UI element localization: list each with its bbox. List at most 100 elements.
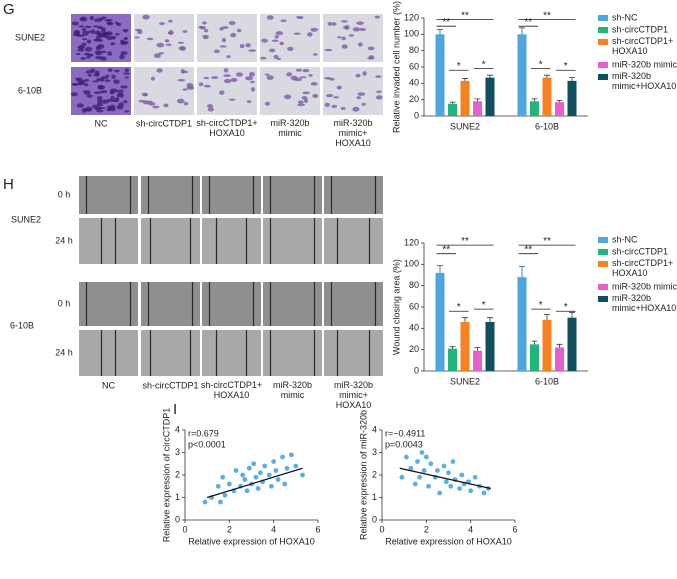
cell	[230, 77, 238, 82]
cell	[274, 35, 279, 39]
point	[446, 470, 451, 476]
cell	[116, 105, 124, 110]
fit-line	[399, 467, 491, 490]
cell	[113, 69, 120, 73]
cell	[337, 36, 342, 39]
cell	[331, 22, 337, 26]
legend-label: sh-circCTDP1	[612, 24, 668, 34]
column-label: NC	[95, 118, 108, 128]
cell	[82, 27, 87, 32]
cell	[105, 31, 113, 36]
micrograph	[263, 282, 322, 326]
y-tick-label: 20	[409, 94, 419, 104]
point	[441, 463, 447, 469]
cell	[177, 41, 185, 44]
cell	[340, 107, 346, 110]
x-tick-label: 6	[315, 524, 320, 534]
micrograph	[323, 67, 383, 115]
cell	[123, 37, 128, 41]
micrograph	[323, 14, 383, 62]
cell	[356, 21, 364, 25]
cell	[264, 101, 271, 106]
x-tick-label: 2	[227, 524, 232, 534]
y-tick-label: 60	[409, 61, 419, 71]
point	[472, 474, 478, 480]
bar	[517, 277, 527, 371]
cell	[148, 101, 156, 106]
cell	[142, 14, 150, 20]
error-bar	[531, 340, 538, 345]
y-tick-label: 3	[175, 447, 180, 457]
point	[450, 459, 456, 464]
error-bar	[449, 346, 456, 349]
point	[251, 461, 257, 467]
significance-label: *	[482, 300, 486, 311]
column-label: sh-circCTDP1	[136, 118, 192, 128]
significance-label: **	[461, 10, 469, 21]
significance-label: **	[442, 244, 450, 255]
significance-label: **	[543, 236, 551, 247]
significance-label: *	[539, 59, 543, 70]
cell	[341, 36, 346, 41]
column-label: miR-320b mimic+ HOXA10	[334, 380, 373, 410]
cell	[375, 75, 382, 78]
cell	[246, 100, 252, 104]
cell	[120, 85, 128, 89]
cell	[248, 49, 257, 52]
y-tick-label: 4	[372, 424, 377, 434]
point	[282, 481, 288, 487]
point	[269, 483, 274, 489]
cell	[159, 22, 165, 26]
legend-label: sh-NC	[612, 234, 638, 244]
stat-label: p=0.0043	[385, 439, 423, 449]
error-bar	[462, 78, 468, 81]
micrograph	[324, 330, 383, 376]
micrograph	[202, 330, 261, 376]
cell	[239, 44, 245, 49]
cell	[76, 48, 85, 52]
point	[246, 465, 252, 471]
point	[242, 477, 248, 482]
y-tick-label: 0	[372, 514, 377, 524]
cell	[368, 55, 375, 59]
cell	[100, 90, 108, 94]
cell	[295, 68, 302, 72]
cell	[85, 109, 92, 112]
point	[417, 474, 423, 480]
significance-label: *	[564, 302, 568, 313]
y-tick-label: 60	[409, 301, 419, 311]
cell	[97, 33, 105, 38]
cell	[235, 72, 243, 77]
legend-label: miR-320b mimic	[612, 59, 677, 69]
micrograph	[141, 176, 200, 214]
cell	[286, 72, 293, 77]
point	[257, 470, 263, 476]
point	[421, 468, 427, 473]
cell	[203, 76, 210, 80]
cell	[93, 25, 99, 28]
micrograph	[79, 330, 138, 376]
significance-label: *	[457, 302, 461, 313]
x-tick-label: 4	[468, 524, 473, 534]
micrograph	[79, 282, 138, 326]
cell	[249, 72, 255, 77]
x-tick-label: SUNE2	[450, 121, 480, 131]
significance-label: *	[482, 59, 486, 70]
point	[443, 479, 449, 485]
cell	[81, 108, 87, 113]
cell	[312, 53, 318, 56]
cell	[164, 39, 170, 43]
cell	[97, 44, 105, 49]
legend-swatch	[598, 27, 608, 33]
micrograph	[260, 14, 320, 62]
y-tick-label: 20	[409, 344, 419, 354]
point	[275, 477, 281, 482]
cell	[168, 19, 173, 23]
legend-swatch	[598, 284, 608, 290]
cell	[111, 35, 117, 40]
micrograph	[141, 330, 200, 376]
error-bar	[544, 74, 550, 78]
cell	[279, 41, 284, 46]
cell	[106, 98, 115, 102]
